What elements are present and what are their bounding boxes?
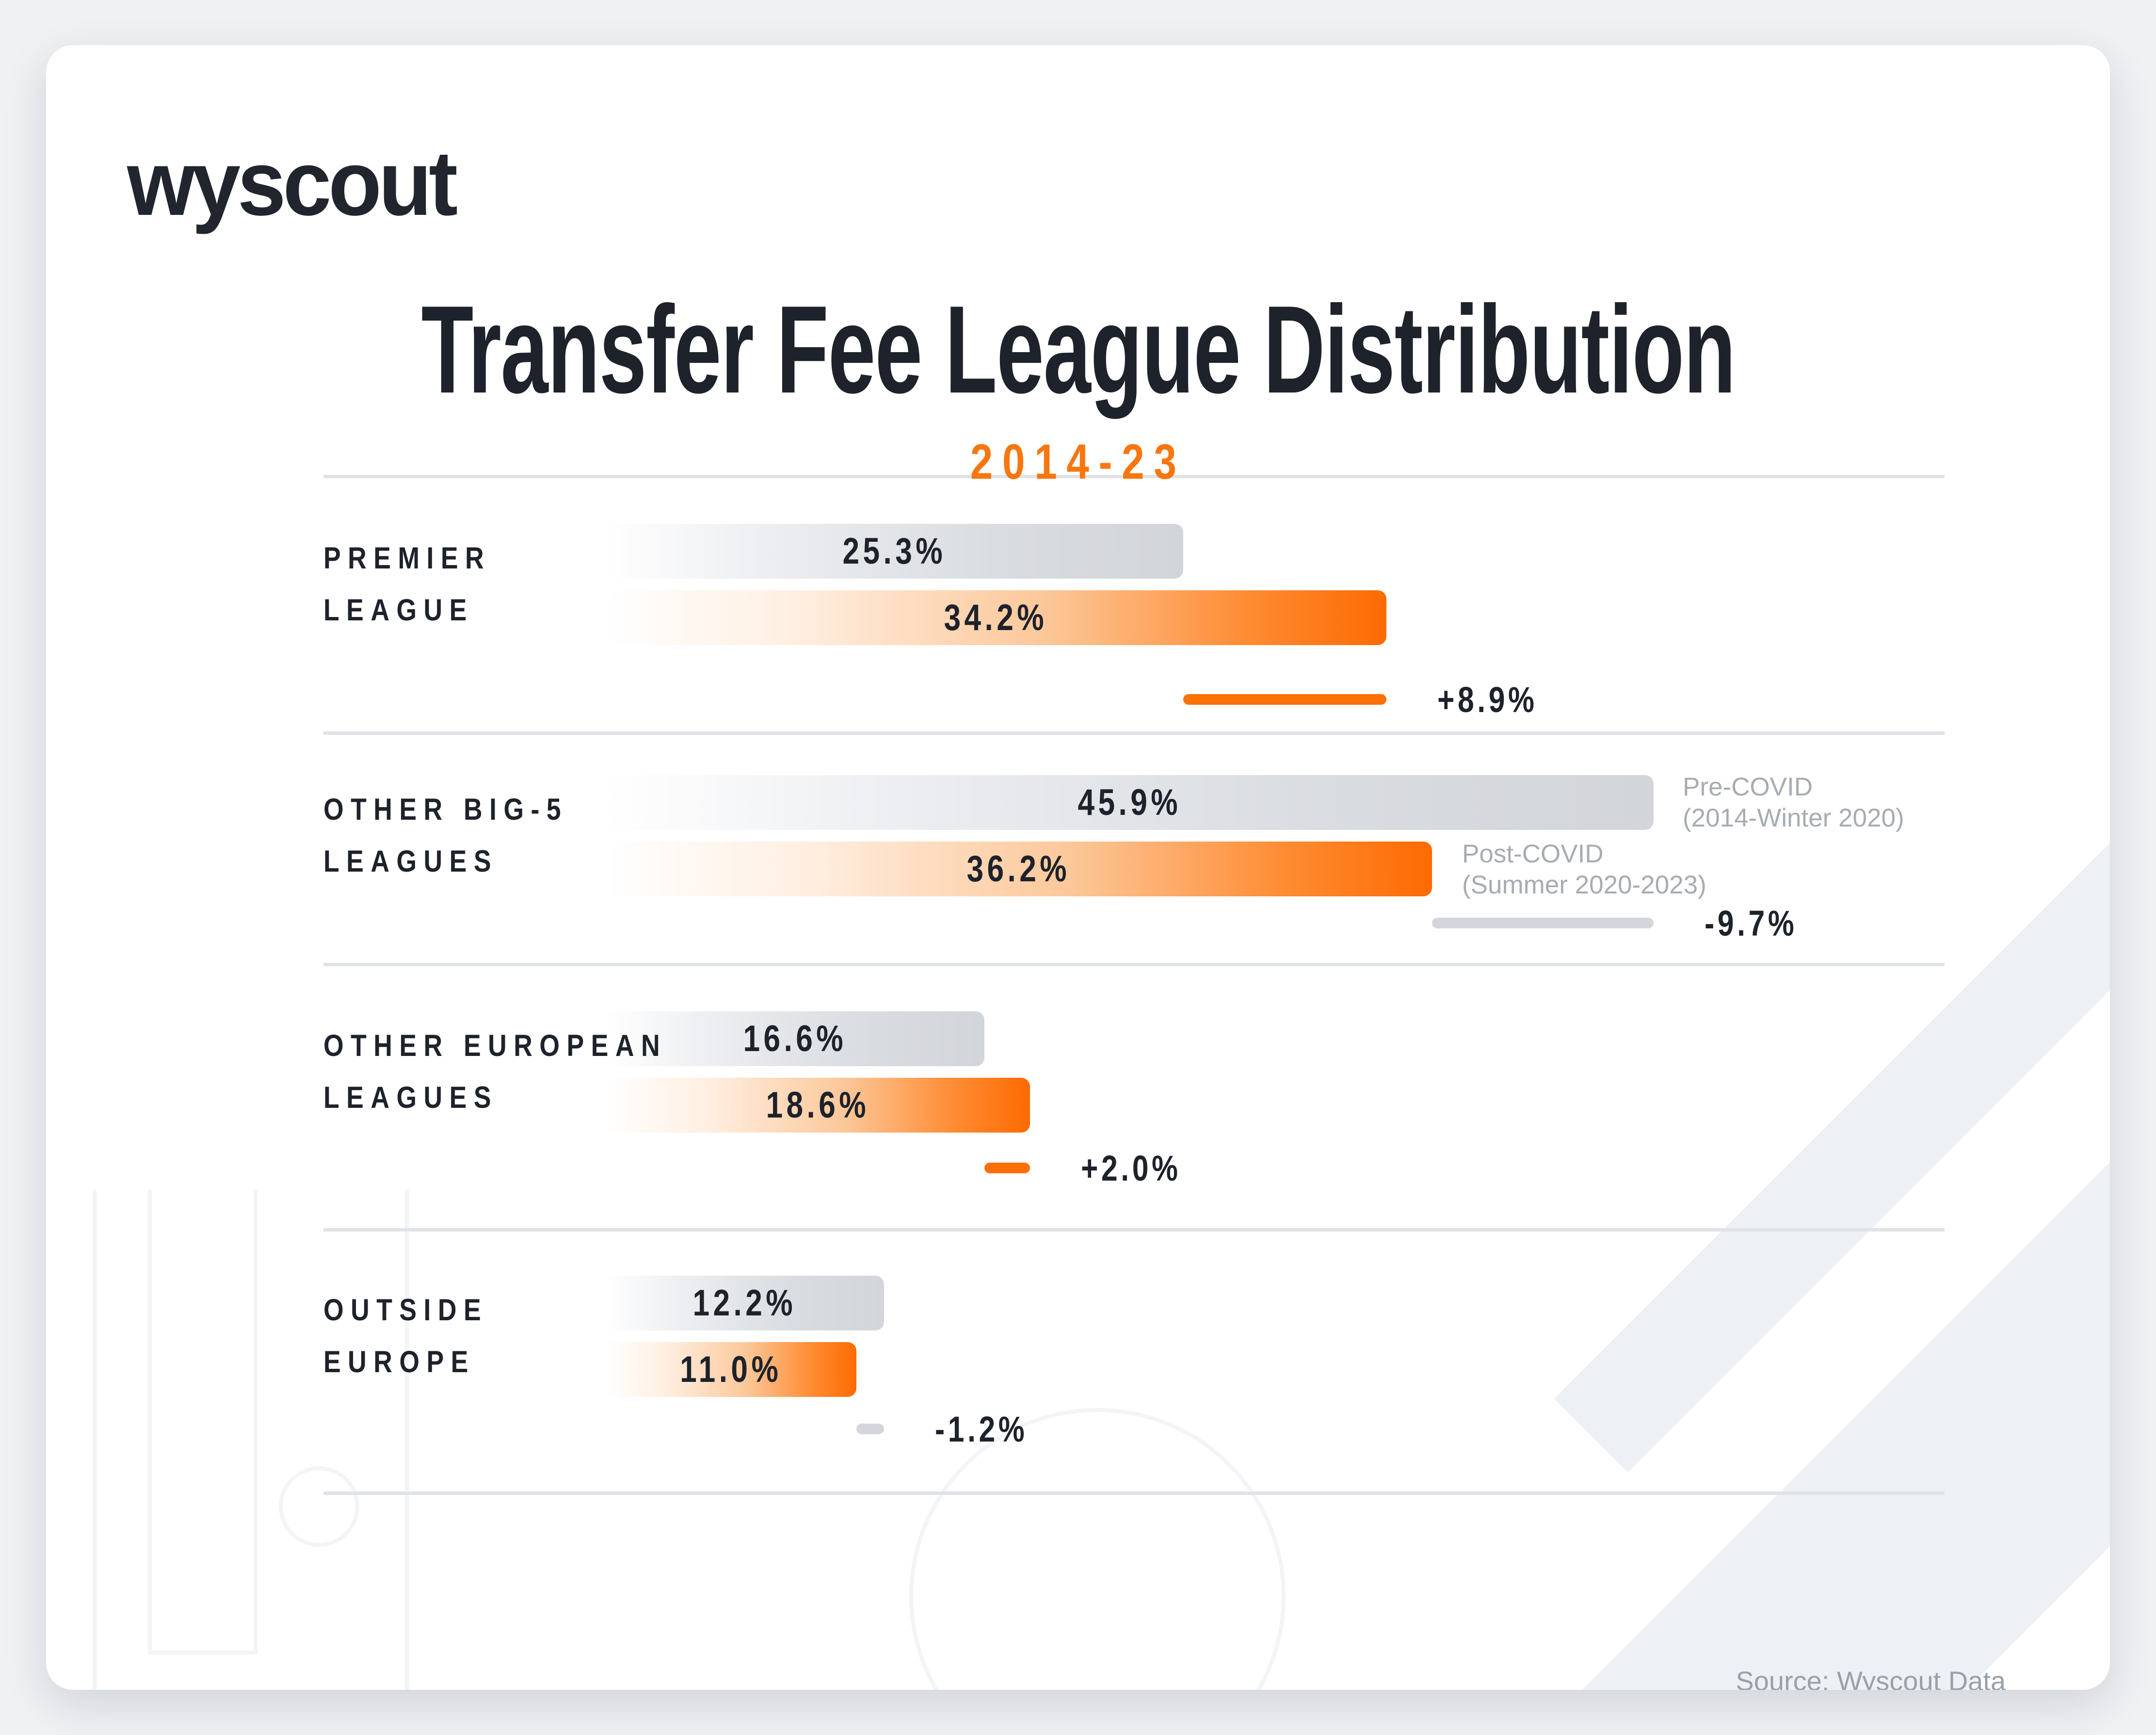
source-credit: Source: Wyscout Data: [1736, 1666, 2006, 1690]
post-covid-bar: 36.2%: [605, 842, 1432, 896]
league-label-line1: OTHER BIG-5: [323, 793, 568, 827]
league-label-line1: OUTSIDE: [323, 1293, 488, 1327]
row-separator: [323, 1492, 1945, 1495]
row-separator: [323, 731, 1945, 735]
delta-value: +2.0%: [1081, 1148, 1181, 1188]
league-label-line2: LEAGUES: [323, 844, 499, 878]
legend-post-covid-line1: Post-COVID: [1462, 840, 1604, 868]
delta-line: [856, 1424, 884, 1434]
row-separator: [323, 963, 1945, 966]
league-label: OUTSIDE EUROPE: [323, 1276, 517, 1397]
delta-label: -1.2%: [935, 1402, 1048, 1456]
pre-covid-value: 25.3%: [842, 531, 946, 572]
delta-value: -1.2%: [934, 1409, 1028, 1449]
delta-line: [1183, 694, 1386, 705]
delta-label: +2.0%: [1081, 1141, 1203, 1195]
pre-covid-bar: 25.3%: [605, 524, 1183, 579]
row-separator: [323, 1228, 1945, 1232]
post-covid-value: 11.0%: [679, 1349, 782, 1390]
post-covid-bar: 11.0%: [605, 1342, 857, 1397]
legend-post-covid-line2: (Summer 2020-2023): [1462, 871, 1706, 899]
pre-covid-bar: 16.6%: [605, 1011, 984, 1066]
chart-card: wyscout Transfer Fee League Distribution…: [46, 45, 2110, 1690]
page-title: Transfer Fee League Distribution: [421, 280, 1736, 420]
legend-pre-covid: Pre-COVID (2014-Winter 2020): [1683, 772, 1904, 834]
league-label: OTHER BIG-5 LEAGUES: [323, 775, 611, 896]
league-label-line1: PREMIER: [323, 541, 491, 575]
delta-line: [1432, 918, 1654, 928]
post-covid-bar: 18.6%: [605, 1078, 1030, 1133]
delta-value: -9.7%: [1704, 903, 1798, 943]
post-covid-bar: 34.2%: [605, 590, 1386, 645]
delta-line: [984, 1163, 1030, 1173]
delta-label: -9.7%: [1705, 896, 1818, 950]
pre-covid-bar: 12.2%: [605, 1276, 884, 1330]
post-covid-value: 36.2%: [966, 848, 1071, 890]
post-covid-value: 18.6%: [766, 1085, 869, 1126]
delta-value: +8.9%: [1437, 679, 1538, 720]
pitch-arc-watermark: [279, 1466, 359, 1547]
pre-covid-value: 45.9%: [1078, 782, 1181, 823]
pitch-box-watermark: [148, 1190, 257, 1654]
legend-pre-covid-line2: (2014-Winter 2020): [1683, 804, 1904, 832]
league-label-line1: OTHER EUROPEAN: [323, 1029, 667, 1063]
pitch-line-watermark: [93, 1190, 97, 1690]
pre-covid-bar: 45.9%: [605, 775, 1654, 830]
pitch-line-watermark: [405, 1190, 409, 1690]
wyscout-logo: wyscout: [127, 132, 458, 235]
legend-post-covid: Post-COVID (Summer 2020-2023): [1462, 839, 1706, 901]
delta-label: +8.9%: [1437, 673, 1560, 726]
page-subtitle: 2014-23: [970, 434, 1186, 489]
pre-covid-value: 12.2%: [692, 1282, 797, 1324]
row-separator: [323, 475, 1945, 478]
post-covid-value: 34.2%: [944, 597, 1048, 638]
league-label: PREMIER LEAGUE: [323, 524, 520, 645]
league-label-line2: LEAGUE: [323, 593, 474, 627]
league-label-line2: EUROPE: [323, 1345, 475, 1379]
league-label: OTHER EUROPEAN LEAGUES: [323, 1011, 727, 1133]
legend-pre-covid-line1: Pre-COVID: [1683, 773, 1813, 801]
pre-covid-value: 16.6%: [743, 1018, 847, 1059]
league-label-line2: LEAGUES: [323, 1081, 499, 1115]
